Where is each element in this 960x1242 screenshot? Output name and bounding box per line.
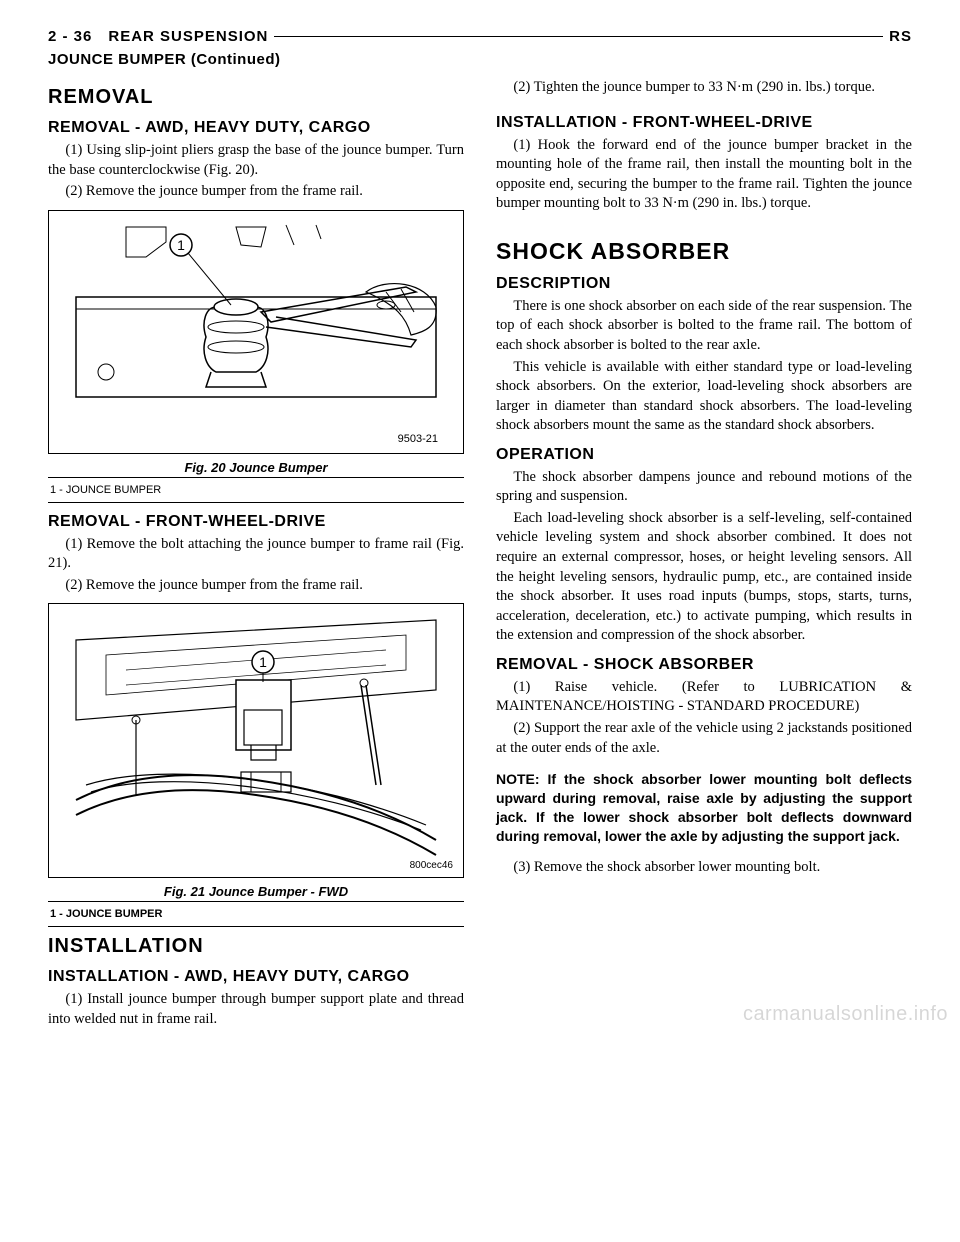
install-fwd-step1: (1) Hook the forward end of the jounce b…: [496, 136, 912, 214]
operation-p1: The shock absorber dampens jounce and re…: [496, 468, 912, 507]
install-fwd-heading: INSTALLATION - FRONT-WHEEL-DRIVE: [496, 114, 912, 132]
fig21-legend: 1 - JOUNCE BUMPER: [48, 908, 464, 922]
figure-20-illustration: 1 9503-21: [66, 217, 446, 447]
figure-21-illustration: 1: [66, 610, 446, 860]
header-divider: [274, 36, 883, 37]
operation-p2: Each load-leveling shock absorber is a s…: [496, 509, 912, 646]
fig21-callout: 1: [259, 654, 267, 670]
fig20-legend: 1 - JOUNCE BUMPER: [48, 484, 464, 498]
fig21-code: 800cec46: [55, 860, 457, 871]
removal-fwd-heading: REMOVAL - FRONT-WHEEL-DRIVE: [48, 513, 464, 531]
install-awd-step2: (2) Tighten the jounce bumper to 33 N·m …: [496, 78, 912, 98]
removal-fwd-step2: (2) Remove the jounce bumper from the fr…: [48, 576, 464, 596]
header-left: 2 - 36 REAR SUSPENSION: [48, 28, 268, 45]
removal-awd-heading: REMOVAL - AWD, HEAVY DUTY, CARGO: [48, 119, 464, 137]
right-column: (2) Tighten the jounce bumper to 33 N·m …: [496, 78, 912, 1032]
operation-heading: OPERATION: [496, 446, 912, 464]
removal-shock-note: NOTE: If the shock absorber lower mounti…: [496, 770, 912, 846]
left-column: REMOVAL REMOVAL - AWD, HEAVY DUTY, CARGO…: [48, 78, 464, 1032]
page-header: 2 - 36 REAR SUSPENSION RS: [48, 28, 912, 45]
fig20-callout: 1: [177, 237, 185, 253]
removal-awd-step1: (1) Using slip-joint pliers grasp the ba…: [48, 141, 464, 180]
removal-awd-step2: (2) Remove the jounce bumper from the fr…: [48, 182, 464, 202]
removal-heading: REMOVAL: [48, 86, 464, 109]
description-heading: DESCRIPTION: [496, 275, 912, 293]
description-p1: There is one shock absorber on each side…: [496, 297, 912, 356]
watermark: carmanualsonline.info: [743, 1003, 948, 1026]
header-continued: JOUNCE BUMPER (Continued): [48, 51, 912, 68]
removal-shock-step2: (2) Support the rear axle of the vehicle…: [496, 719, 912, 758]
figure-20: 1 9503-21: [48, 210, 464, 454]
fig21-caption: Fig. 21 Jounce Bumper - FWD: [48, 884, 464, 899]
removal-shock-step3: (3) Remove the shock absorber lower moun…: [496, 858, 912, 878]
figure-21: 1: [48, 603, 464, 878]
install-awd-step1: (1) Install jounce bumper through bumper…: [48, 990, 464, 1029]
header-right: RS: [889, 28, 912, 45]
description-p2: This vehicle is available with either st…: [496, 358, 912, 436]
shock-absorber-heading: SHOCK ABSORBER: [496, 238, 912, 265]
installation-heading: INSTALLATION: [48, 935, 464, 958]
fig20-caption: Fig. 20 Jounce Bumper: [48, 460, 464, 475]
removal-shock-step1: (1) Raise vehicle. (Refer to LUBRICATION…: [496, 678, 912, 717]
removal-fwd-step1: (1) Remove the bolt attaching the jounce…: [48, 535, 464, 574]
removal-shock-heading: REMOVAL - SHOCK ABSORBER: [496, 656, 912, 674]
install-awd-heading: INSTALLATION - AWD, HEAVY DUTY, CARGO: [48, 968, 464, 986]
fig20-code: 9503-21: [398, 433, 438, 445]
